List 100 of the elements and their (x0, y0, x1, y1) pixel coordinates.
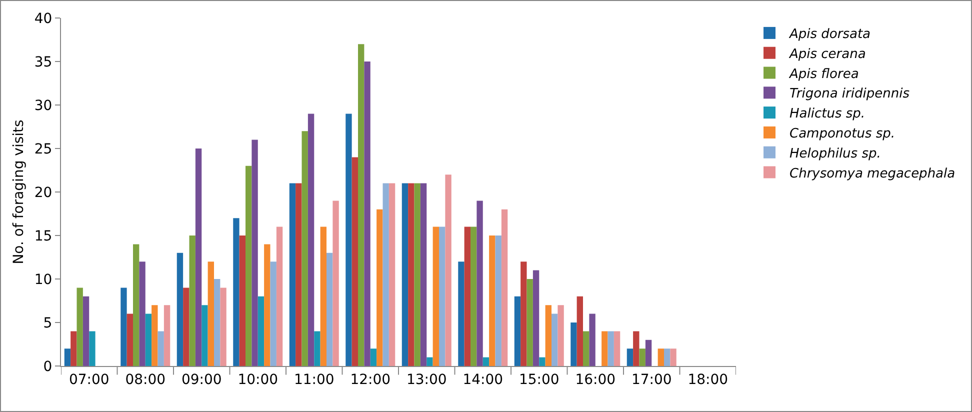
bar (608, 331, 614, 366)
bar (152, 305, 158, 366)
bar (332, 200, 339, 366)
bar (202, 305, 208, 366)
bar (183, 288, 190, 366)
bar (626, 348, 634, 366)
bar (570, 322, 577, 366)
bar (388, 183, 396, 366)
bar (89, 331, 96, 366)
x-tick-label: 18:00 (688, 372, 728, 388)
bar (246, 166, 252, 366)
bar (352, 157, 358, 366)
x-tick-label: 15:00 (518, 372, 560, 388)
bar (439, 226, 446, 366)
bar (76, 288, 83, 366)
y-axis-title: No. of foraging visits (11, 120, 27, 264)
bar (308, 114, 314, 366)
bar (589, 314, 596, 366)
bar (64, 348, 71, 366)
bar (558, 305, 564, 366)
bar (314, 331, 320, 366)
bar (633, 331, 640, 366)
bar (158, 331, 164, 366)
x-tick-label: 11:00 (294, 372, 334, 388)
bar (639, 348, 646, 366)
y-tick-label: 10 (34, 272, 52, 288)
bar (289, 183, 296, 366)
bar (645, 340, 652, 366)
bar (176, 252, 184, 366)
bar (139, 262, 146, 366)
x-tick-label: 16:00 (575, 372, 616, 388)
bar (133, 244, 140, 366)
bar (370, 348, 377, 366)
legend-label: Trigona iridipennis (790, 86, 910, 102)
bar (382, 183, 389, 366)
bar (270, 262, 276, 366)
x-tick-label: 10:00 (238, 372, 278, 388)
y-tick-label: 0 (43, 358, 52, 375)
x-tick-label: 13:00 (406, 372, 447, 388)
bar (420, 183, 427, 366)
bar (164, 305, 170, 366)
legend-label: Apis cerana (788, 46, 866, 62)
bar (414, 183, 420, 366)
bar (545, 305, 552, 366)
legend-label: Halictus sp. (790, 106, 866, 122)
bar (208, 262, 214, 366)
bar (602, 331, 608, 366)
bar (376, 209, 383, 366)
x-tick-label: 08:00 (125, 372, 166, 388)
bar (464, 226, 470, 366)
bar (220, 288, 226, 366)
y-tick-label: 30 (34, 98, 52, 114)
x-tick-label: 12:00 (350, 372, 391, 388)
x-tick-label: 07:00 (68, 372, 110, 388)
bar (670, 348, 676, 366)
bar (358, 44, 364, 366)
bar (82, 296, 90, 366)
bar (189, 236, 196, 366)
bar (239, 236, 246, 366)
bar (514, 296, 521, 366)
bar (233, 218, 240, 366)
bar (302, 131, 308, 366)
bar (552, 314, 558, 366)
bar (445, 174, 452, 366)
bar (489, 236, 496, 366)
y-tick-label: 25 (34, 141, 52, 158)
legend-label: Helophilus sp. (790, 146, 881, 162)
bar (214, 279, 220, 366)
bar (458, 262, 464, 366)
bar (520, 262, 527, 366)
bar (470, 226, 477, 366)
bar (258, 296, 264, 366)
bar (664, 348, 670, 366)
bar (326, 252, 333, 366)
bar (658, 348, 664, 366)
bar (501, 209, 508, 366)
bar (426, 357, 433, 366)
y-tick-label: 40 (34, 10, 52, 27)
bar (576, 296, 583, 366)
y-tick-label: 35 (34, 54, 52, 70)
bar (432, 226, 439, 366)
bar (402, 183, 408, 366)
bar (532, 270, 540, 366)
x-tick-label: 17:00 (631, 372, 672, 388)
x-tick-label: 09:00 (181, 372, 222, 388)
bar (408, 183, 414, 366)
bar (539, 357, 546, 366)
legend-label: Chrysomya megacephala (790, 166, 956, 182)
bar (120, 288, 127, 366)
y-tick-label: 5 (43, 315, 52, 332)
bar (126, 314, 133, 366)
bar (482, 357, 490, 366)
bar (364, 62, 370, 366)
bar (264, 244, 270, 366)
bar (70, 331, 77, 366)
bar (145, 314, 152, 366)
bar (195, 148, 202, 366)
bar (495, 236, 502, 366)
bar (526, 279, 533, 366)
bar (346, 114, 352, 366)
